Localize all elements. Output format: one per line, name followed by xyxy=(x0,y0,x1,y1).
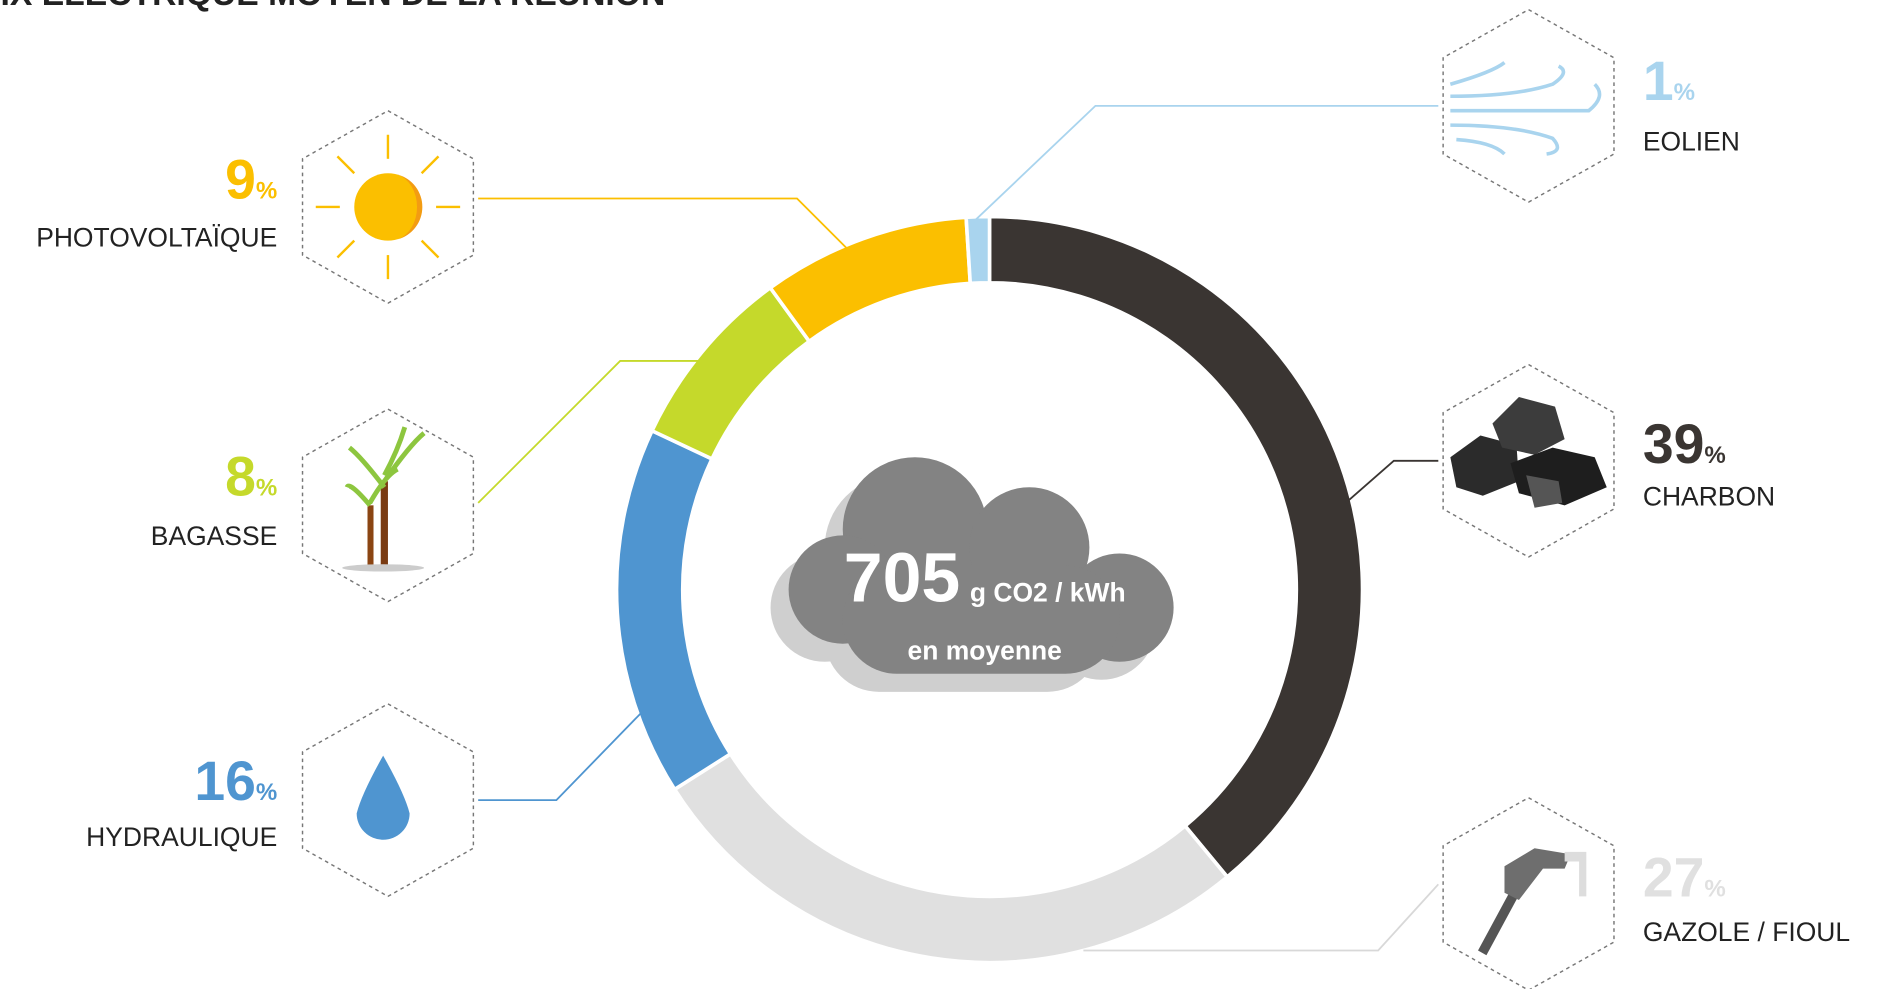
wind-icon xyxy=(1449,61,1602,156)
coal-icon xyxy=(1450,397,1607,508)
value-unit: % xyxy=(256,475,277,502)
value-number: 16 xyxy=(194,750,256,812)
hexagons xyxy=(301,8,1615,989)
leader-line xyxy=(478,197,850,251)
value-label: 27% xyxy=(1643,846,1726,908)
leader-line xyxy=(1345,459,1439,504)
value-label: 9% xyxy=(225,149,277,211)
donut-segment xyxy=(649,285,812,462)
cloud xyxy=(788,457,1174,674)
fuel-icon xyxy=(1478,848,1587,956)
value-number: 39 xyxy=(1643,413,1705,475)
donut-segment xyxy=(672,751,1230,965)
sun-icon xyxy=(315,134,461,280)
center-unit: g CO2 / kWh xyxy=(970,578,1126,608)
donut-segment xyxy=(964,214,992,286)
value-number: 27 xyxy=(1643,846,1705,908)
leader-line xyxy=(477,360,699,504)
chart-title: IX ÉLECTRIQUE MOYEN DE LA RÉUNION xyxy=(1,0,666,13)
leader-line xyxy=(478,712,642,802)
value-number: 8 xyxy=(225,446,256,508)
value-unit: % xyxy=(256,178,277,205)
category-label: BAGASSE xyxy=(151,521,277,551)
category-label: HYDRAULIQUE xyxy=(86,822,277,852)
center-caption: en moyenne xyxy=(908,635,1062,665)
leader-line xyxy=(972,104,1439,224)
value-number: 9 xyxy=(225,149,256,211)
bagasse-icon xyxy=(342,426,426,572)
category-label: GAZOLE / FIOUL xyxy=(1643,917,1850,947)
value-number: 1 xyxy=(1643,50,1674,112)
center-value: 705 g CO2 / kWh xyxy=(844,539,1126,617)
value-label: 1% xyxy=(1643,50,1695,112)
leader-line xyxy=(1083,883,1439,952)
value-unit: % xyxy=(1704,875,1725,902)
value-label: 8% xyxy=(225,446,277,508)
value-label: 39% xyxy=(1643,413,1726,475)
drop-icon xyxy=(356,755,410,840)
donut-segment xyxy=(987,214,1365,880)
value-unit: % xyxy=(256,779,277,806)
donut-segment xyxy=(767,215,973,344)
value-label: 16% xyxy=(194,750,277,812)
category-label: EOLIEN xyxy=(1643,126,1740,156)
value-unit: % xyxy=(1674,79,1695,106)
category-label: CHARBON xyxy=(1643,481,1775,511)
value-unit: % xyxy=(1704,442,1725,469)
category-label: PHOTOVOLTAÏQUE xyxy=(36,223,277,253)
donut-segment xyxy=(614,428,733,792)
center-number: 705 xyxy=(844,539,960,617)
